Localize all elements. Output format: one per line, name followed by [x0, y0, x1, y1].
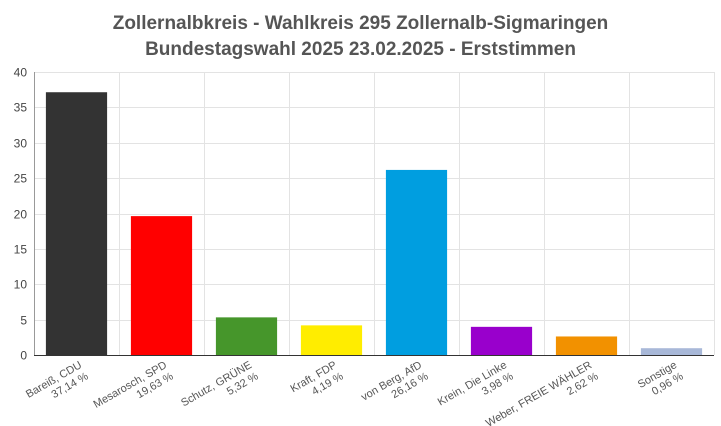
- bar-4: [300, 325, 363, 355]
- bar-7: [555, 336, 618, 355]
- chart-title: Zollernalbkreis - Wahlkreis 295 Zollerna…: [112, 13, 609, 34]
- chart-subtitle: Bundestagswahl 2025 23.02.2025 - Erststi…: [145, 39, 576, 60]
- y-tick-label: 5: [20, 314, 27, 328]
- bar-3: [215, 317, 278, 355]
- y-tick-label: 10: [14, 278, 28, 292]
- y-tick-label: 25: [14, 172, 28, 186]
- bar-6: [470, 326, 533, 355]
- y-tick-label: 40: [14, 66, 28, 80]
- y-tick-label: 30: [14, 137, 28, 151]
- y-tick-label: 15: [14, 243, 28, 257]
- bar-5: [385, 169, 448, 355]
- bar-1: [45, 92, 108, 355]
- y-tick-label: 0: [20, 349, 27, 363]
- y-tick-label: 20: [14, 208, 28, 222]
- bar-2: [130, 216, 193, 355]
- y-tick-label: 35: [14, 101, 28, 115]
- bar-8: [640, 348, 703, 355]
